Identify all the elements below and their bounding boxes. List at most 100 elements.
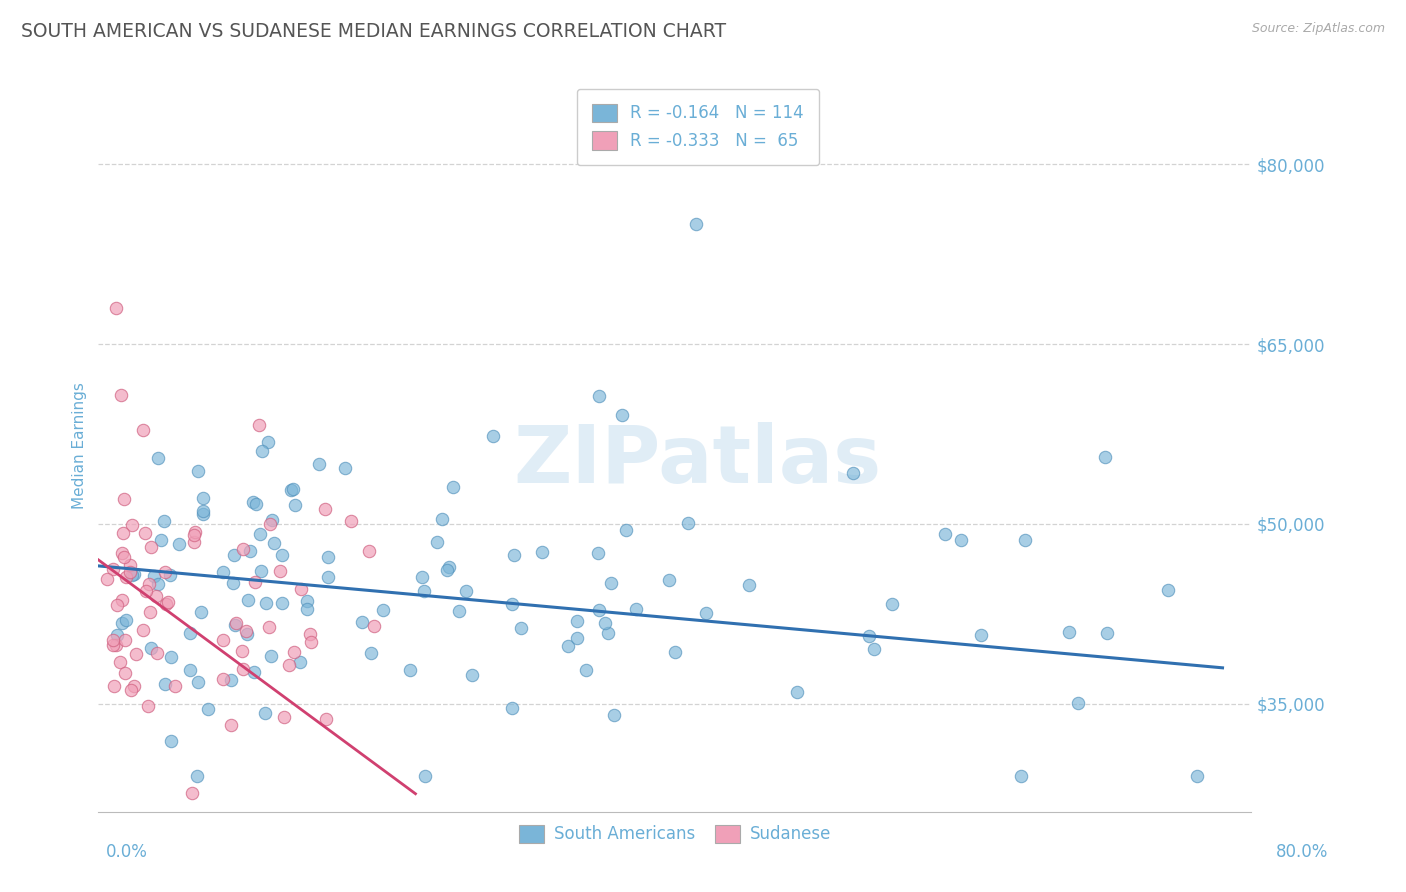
Point bbox=[250, 443, 273, 458]
Point bbox=[411, 570, 433, 584]
Point bbox=[148, 450, 170, 465]
Point bbox=[125, 647, 148, 661]
Point bbox=[250, 564, 273, 578]
Point bbox=[263, 535, 285, 549]
Point bbox=[239, 543, 262, 558]
Point bbox=[105, 598, 128, 612]
Point bbox=[152, 514, 174, 528]
Point bbox=[603, 708, 626, 723]
Point bbox=[146, 646, 169, 660]
Point bbox=[412, 583, 434, 598]
Point bbox=[236, 627, 259, 641]
Point bbox=[120, 566, 142, 580]
Point bbox=[280, 483, 302, 498]
Point bbox=[232, 662, 254, 676]
Point bbox=[236, 593, 259, 607]
Text: SOUTH AMERICAN VS SUDANESE MEDIAN EARNINGS CORRELATION CHART: SOUTH AMERICAN VS SUDANESE MEDIAN EARNIN… bbox=[21, 22, 727, 41]
Point bbox=[212, 633, 235, 648]
Point bbox=[114, 632, 136, 647]
Point bbox=[398, 664, 420, 678]
Text: 80.0%: 80.0% bbox=[1277, 843, 1329, 861]
Point bbox=[242, 495, 264, 509]
Point bbox=[501, 701, 523, 715]
Point bbox=[298, 626, 321, 640]
Point bbox=[664, 645, 686, 659]
Point bbox=[786, 685, 808, 699]
Point bbox=[295, 601, 318, 615]
Point bbox=[160, 734, 183, 748]
Point bbox=[245, 498, 267, 512]
Point bbox=[138, 576, 160, 591]
Point bbox=[105, 628, 128, 642]
Point bbox=[430, 512, 453, 526]
Point bbox=[249, 527, 271, 541]
Point bbox=[225, 615, 247, 630]
Point bbox=[120, 682, 142, 697]
Point bbox=[588, 388, 610, 402]
Point bbox=[283, 498, 305, 512]
Point bbox=[183, 528, 205, 542]
Point bbox=[610, 408, 633, 422]
Point bbox=[277, 658, 299, 673]
Point bbox=[165, 679, 187, 693]
Point bbox=[114, 492, 136, 507]
Point bbox=[183, 535, 205, 549]
Point bbox=[270, 596, 292, 610]
Point bbox=[880, 597, 903, 611]
Point bbox=[108, 655, 131, 669]
Point bbox=[184, 524, 207, 539]
Point bbox=[259, 516, 281, 531]
Point bbox=[256, 435, 278, 450]
Point bbox=[415, 769, 437, 783]
Point bbox=[103, 638, 125, 652]
Point bbox=[593, 616, 616, 631]
Point bbox=[122, 679, 145, 693]
Point bbox=[221, 718, 243, 732]
Point bbox=[503, 548, 526, 562]
Point bbox=[111, 526, 134, 541]
Point bbox=[295, 593, 318, 607]
Point bbox=[197, 702, 219, 716]
Point bbox=[114, 613, 136, 627]
Point bbox=[626, 601, 648, 615]
Point bbox=[153, 676, 176, 690]
Point bbox=[426, 535, 449, 549]
Point bbox=[179, 663, 201, 677]
Point bbox=[159, 649, 181, 664]
Point bbox=[110, 388, 132, 402]
Point bbox=[253, 706, 276, 720]
Y-axis label: Median Earnings: Median Earnings bbox=[72, 383, 87, 509]
Point bbox=[335, 461, 357, 475]
Point bbox=[111, 615, 134, 630]
Text: Source: ZipAtlas.com: Source: ZipAtlas.com bbox=[1251, 22, 1385, 36]
Point bbox=[1157, 582, 1180, 597]
Point bbox=[179, 625, 201, 640]
Point bbox=[308, 457, 330, 471]
Point bbox=[1094, 450, 1116, 464]
Point bbox=[211, 565, 233, 579]
Point bbox=[858, 629, 880, 643]
Point bbox=[186, 769, 208, 783]
Point bbox=[565, 614, 588, 628]
Point bbox=[685, 217, 707, 231]
Point bbox=[141, 540, 163, 554]
Point bbox=[456, 584, 478, 599]
Point bbox=[949, 533, 972, 547]
Point bbox=[221, 673, 243, 688]
Point bbox=[105, 638, 128, 652]
Point bbox=[260, 513, 283, 527]
Point bbox=[111, 592, 134, 607]
Point bbox=[676, 516, 699, 531]
Point bbox=[1057, 625, 1080, 640]
Point bbox=[193, 507, 215, 521]
Point bbox=[132, 623, 155, 637]
Point bbox=[115, 570, 138, 584]
Point bbox=[122, 566, 145, 581]
Point bbox=[121, 568, 143, 582]
Point bbox=[245, 574, 267, 589]
Point bbox=[588, 603, 610, 617]
Point bbox=[1014, 533, 1036, 548]
Point bbox=[138, 698, 160, 713]
Point bbox=[121, 518, 143, 533]
Point bbox=[139, 640, 162, 655]
